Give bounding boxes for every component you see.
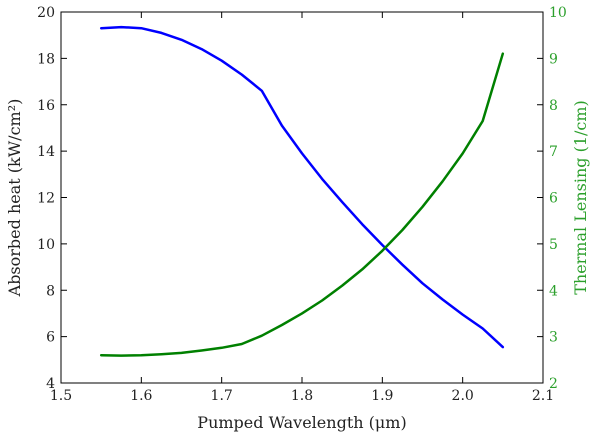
y-tick-label-right: 5 [549, 237, 558, 253]
y-tick-label-right: 2 [549, 376, 558, 392]
x-tick-label: 1.6 [130, 388, 152, 404]
y-tick-label-left: 4 [46, 376, 55, 392]
x-tick-label: 1.8 [291, 388, 313, 404]
y-tick-label-left: 18 [37, 51, 55, 67]
y-tick-label-left: 16 [37, 98, 55, 114]
x-tick-label: 2.0 [452, 388, 474, 404]
y-tick-label-right: 8 [549, 98, 558, 114]
x-tick-label: 1.7 [211, 388, 233, 404]
y-tick-label-right: 4 [549, 283, 558, 299]
y-tick-label-left: 8 [46, 283, 55, 299]
series-layer [99, 25, 505, 357]
y-tick-label-right: 10 [549, 5, 567, 21]
y-axis-title-right: Thermal Lensing (1/cm) [571, 100, 590, 295]
y-tick-label-left: 20 [37, 5, 55, 21]
y-axis-title-left: Absorbed heat (kW/cm²) [5, 99, 24, 298]
y-tick-label-right: 9 [549, 51, 558, 67]
y-tick-label-right: 3 [549, 330, 558, 346]
y-tick-label-left: 10 [37, 237, 55, 253]
y-tick-label-right: 7 [549, 144, 558, 160]
y-tick-label-left: 12 [37, 191, 55, 207]
y-tick-label-left: 14 [37, 144, 55, 160]
y-tick-label-left: 6 [46, 330, 55, 346]
absorbed-heat-line [99, 25, 505, 349]
x-tick-label: 1.9 [371, 388, 393, 404]
ticks-layer: 1.5 1.6 1.7 1.8 1.9 2.0 2.1 4 6 8 10 12 14 16 18 20 2 3 4 5… [37, 5, 567, 404]
thermal-lensing-line [99, 52, 505, 357]
x-axis-title: Pumped Wavelength (μm) [197, 413, 406, 432]
y-tick-label-right: 6 [549, 191, 558, 207]
x-tick-label: 2.1 [532, 388, 554, 404]
x-tick-label: 1.5 [50, 388, 72, 404]
